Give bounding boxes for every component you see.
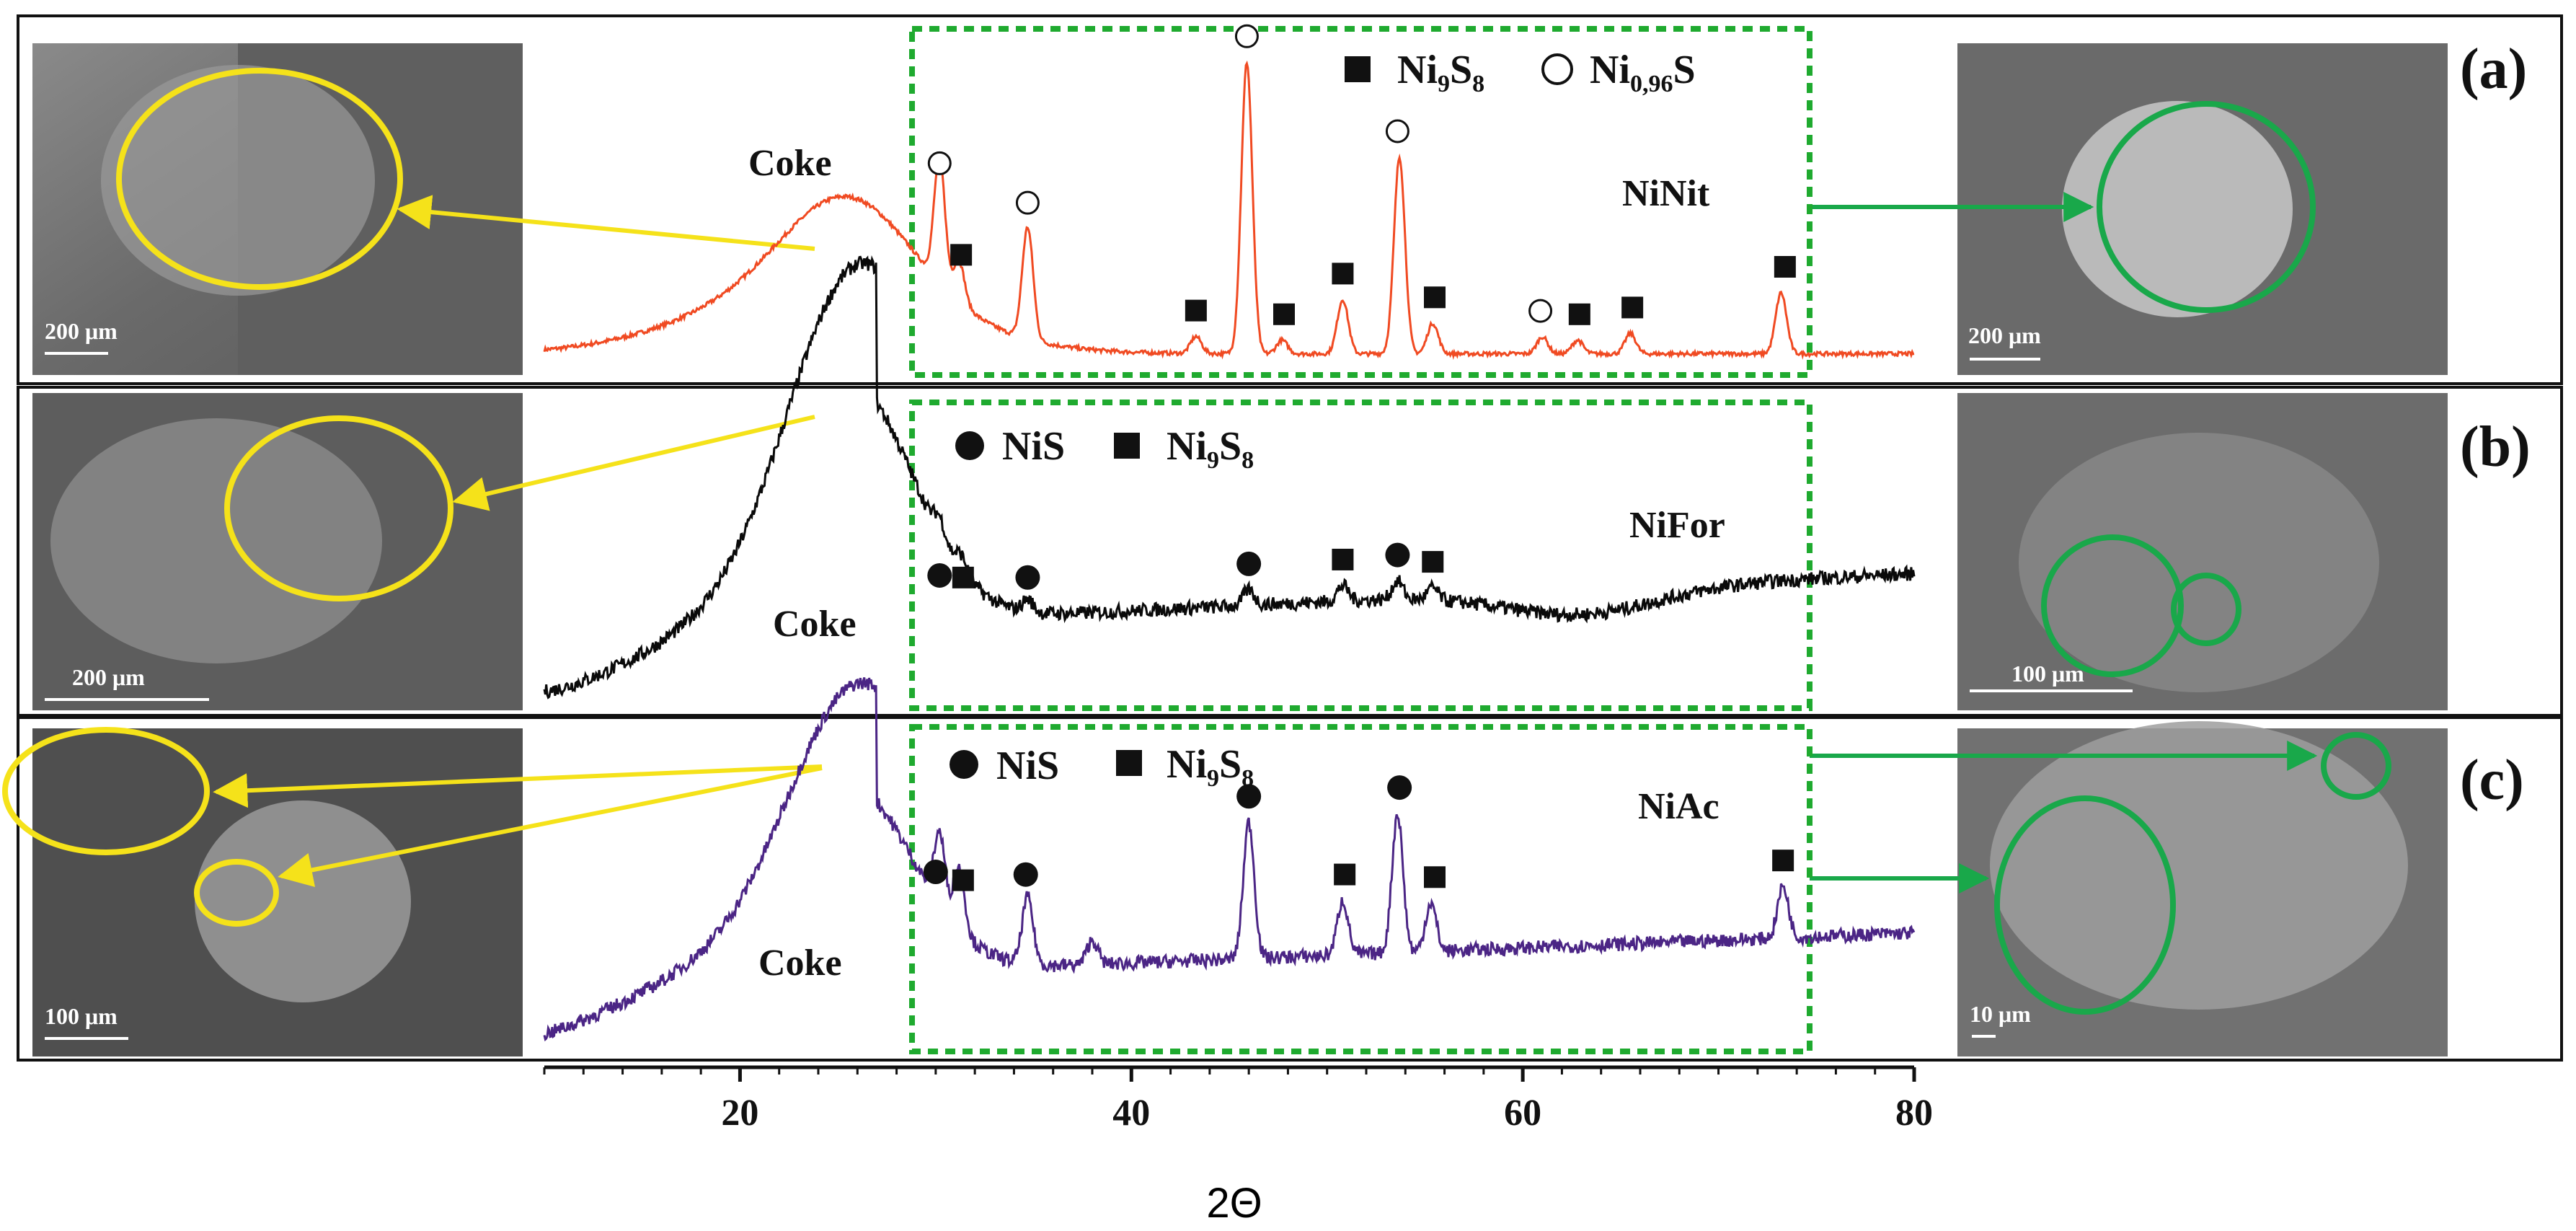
scale-bar-right-a: 200 μm bbox=[1968, 322, 2041, 361]
sample-label-b: NiFor bbox=[1629, 505, 1725, 546]
scale-bar-left-a: 200 μm bbox=[45, 318, 118, 355]
legend-b: NiS Ni9S8 bbox=[955, 424, 1254, 474]
marker-nis bbox=[1387, 775, 1412, 800]
legend-item-ni9s8: Ni9S8 bbox=[1167, 742, 1254, 792]
x-tick-label: 80 bbox=[1895, 1093, 1933, 1134]
marker-nis bbox=[923, 860, 948, 885]
marker-ni9s8 bbox=[1334, 863, 1356, 886]
scale-bar-left-c: 100 μm bbox=[45, 1003, 128, 1040]
marker-ni096s bbox=[1234, 24, 1259, 48]
highlight-box-b bbox=[909, 400, 1813, 711]
scale-label: 100 μm bbox=[45, 1003, 118, 1029]
marker-ni096s bbox=[1385, 119, 1409, 144]
marker-ni9s8 bbox=[1772, 850, 1794, 872]
marker-nis bbox=[1015, 565, 1040, 590]
legend-a: Ni9S8 Ni0,96S bbox=[1345, 48, 1696, 97]
legend-square-icon bbox=[1114, 433, 1140, 459]
highlight-ellipse-yellow-b bbox=[224, 415, 453, 601]
scale-label: 200 μm bbox=[72, 664, 145, 690]
marker-ni9s8 bbox=[1568, 303, 1590, 325]
panel-frame-c bbox=[17, 716, 2563, 1062]
xrd-spectra bbox=[543, 60, 1916, 1042]
legend-filled-circle-icon bbox=[955, 431, 984, 460]
xrd-line-ninit bbox=[543, 60, 1915, 361]
panel-letter-a: (a) bbox=[2460, 37, 2527, 101]
arrow-yellow-a bbox=[397, 195, 815, 251]
sample-label-c: NiAc bbox=[1638, 786, 1719, 827]
marker-ni9s8 bbox=[952, 566, 974, 588]
legend-item-ni9s8: Ni9S8 bbox=[1167, 424, 1254, 474]
x-axis-label: 2Θ bbox=[1206, 1180, 1262, 1227]
panel-frame-a bbox=[17, 14, 2563, 385]
marker-ni9s8 bbox=[1422, 551, 1444, 573]
legend-item-ni9s8: Ni9S8 bbox=[1397, 48, 1484, 97]
marker-ni9s8 bbox=[1332, 548, 1354, 570]
highlight-ellipse-green-c2 bbox=[2321, 732, 2391, 800]
marker-ni9s8 bbox=[1774, 256, 1796, 278]
coke-label-c: Coke bbox=[758, 943, 842, 984]
sem-right-c bbox=[1957, 721, 2448, 1056]
scale-bar-left-b: 200 μm bbox=[45, 664, 209, 701]
highlight-ellipse-green-c1 bbox=[1994, 795, 2176, 1015]
marker-ni9s8 bbox=[952, 869, 974, 891]
marker-ni096s bbox=[927, 151, 952, 175]
panel-frame-b bbox=[17, 386, 2563, 717]
coke-label-b: Coke bbox=[773, 604, 857, 645]
legend-square-icon bbox=[1116, 750, 1142, 776]
legend-filled-circle-icon bbox=[950, 750, 978, 779]
x-tick-label: 40 bbox=[1112, 1093, 1150, 1134]
coke-label-a: Coke bbox=[748, 143, 832, 184]
scale-label: 200 μm bbox=[1968, 322, 2041, 348]
marker-ni096s bbox=[1528, 299, 1553, 323]
scale-bar-right-b: 100 μm bbox=[1970, 661, 2133, 692]
scale-label: 10 μm bbox=[1970, 1001, 2031, 1027]
x-tick-label: 60 bbox=[1504, 1093, 1541, 1134]
legend-c: NiS Ni9S8 bbox=[950, 742, 1254, 792]
marker-ni9s8 bbox=[1621, 296, 1644, 319]
xrd-line-nifor bbox=[543, 255, 1916, 700]
legend-item-nis: NiS bbox=[1002, 424, 1065, 469]
marker-nis bbox=[1236, 784, 1262, 809]
highlight-ellipse-yellow-c2 bbox=[194, 859, 279, 927]
legend-square-icon bbox=[1345, 56, 1371, 82]
highlight-ellipse-green-b2 bbox=[2171, 573, 2241, 646]
scale-label: 200 μm bbox=[45, 318, 118, 344]
legend-item-ni096s: Ni0,96S bbox=[1590, 48, 1696, 97]
marker-ni9s8 bbox=[950, 244, 973, 266]
x-axis: 20 40 60 80 bbox=[543, 1065, 1933, 1134]
arrow-yellow-c2 bbox=[278, 766, 823, 888]
highlight-ellipse-yellow-a bbox=[116, 68, 403, 290]
scale-bar-right-c: 10 μm bbox=[1970, 1001, 2031, 1038]
sem-left-a bbox=[32, 43, 523, 375]
marker-ni9s8 bbox=[1424, 866, 1446, 888]
arrow-yellow-c1 bbox=[213, 764, 823, 808]
sem-right-b bbox=[1957, 393, 2448, 710]
marker-nis bbox=[1385, 542, 1410, 568]
scale-label: 100 μm bbox=[2011, 661, 2084, 687]
marker-ni9s8 bbox=[1185, 299, 1207, 322]
marker-nis bbox=[1236, 551, 1262, 576]
xrd-line-niac bbox=[543, 677, 1916, 1042]
legend-open-circle-icon bbox=[1541, 53, 1573, 85]
marker-ni9s8 bbox=[1424, 286, 1446, 309]
panel-letter-b: (b) bbox=[2460, 415, 2531, 479]
highlight-ellipse-green-a bbox=[2097, 101, 2316, 313]
highlight-box-c bbox=[909, 724, 1813, 1054]
arrow-yellow-b bbox=[452, 415, 815, 511]
marker-nis bbox=[1013, 862, 1038, 887]
legend-item-nis: NiS bbox=[996, 744, 1059, 788]
marker-nis bbox=[927, 562, 952, 588]
marker-ni096s bbox=[1015, 190, 1040, 215]
sem-left-b bbox=[32, 393, 523, 710]
marker-ni9s8 bbox=[1273, 303, 1295, 325]
phase-markers bbox=[923, 24, 1796, 891]
marker-ni9s8 bbox=[1332, 262, 1354, 285]
highlight-ellipse-yellow-c1 bbox=[2, 727, 210, 855]
panel-letter-c: (c) bbox=[2460, 749, 2524, 812]
x-tick-label: 20 bbox=[721, 1093, 758, 1134]
highlight-ellipse-green-b1 bbox=[2041, 534, 2184, 677]
sample-label-a: NiNit bbox=[1622, 173, 1710, 214]
